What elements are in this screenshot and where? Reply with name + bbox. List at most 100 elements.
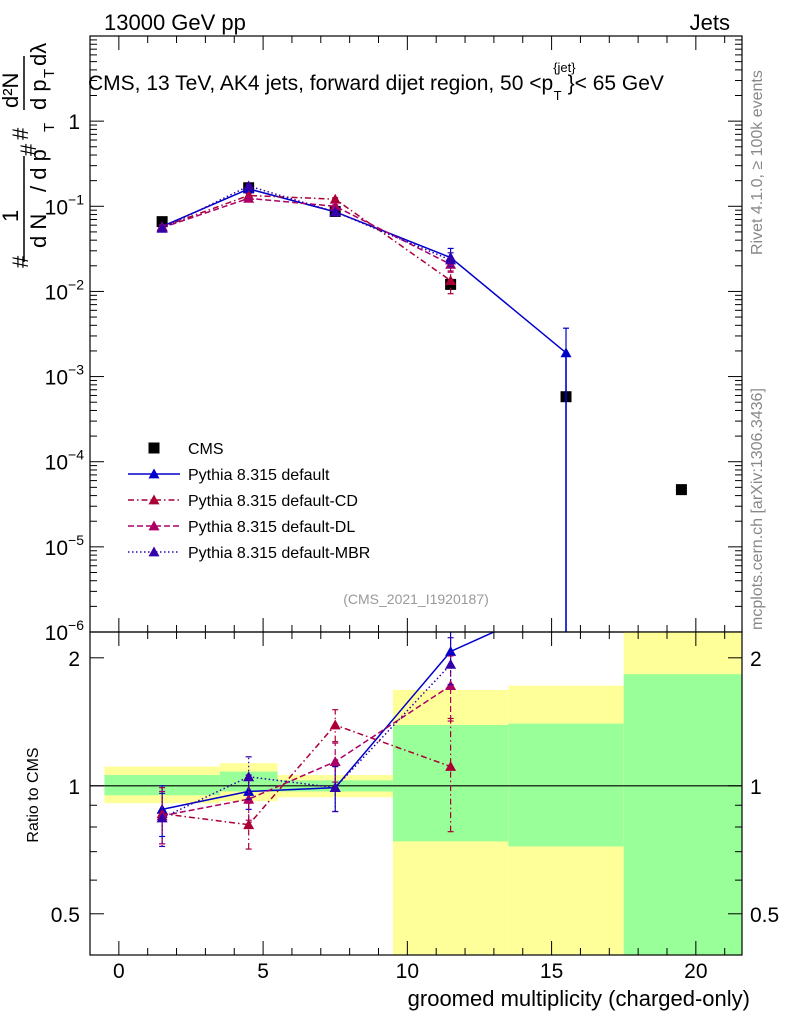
- ratio-panel: 0.5 0.51 12 20 5 10 15 20: [51, 631, 779, 983]
- legend-marker-cms: [148, 442, 160, 454]
- ratio-ytick-label-right: 2: [750, 648, 762, 671]
- ytick-exponent: −2: [68, 276, 84, 292]
- ytick-exponent: −4: [68, 447, 84, 463]
- ratio-ytick-label: 0.5: [51, 904, 80, 927]
- ratio-band-stat: [623, 674, 742, 955]
- main-point-pythia-8-315-default-mbr: [156, 222, 168, 233]
- legend-label-pythia-8-315-default-cd: Pythia 8.315 default-CD: [188, 493, 358, 510]
- legend-label-pythia-8-315-default-dl: Pythia 8.315 default-DL: [188, 519, 355, 536]
- xlabel: groomed multiplicity (charged-only): [408, 986, 750, 1011]
- main-point-pythia-8-315-default-dl: [329, 200, 341, 211]
- main-point-pythia-8-315-default-mbr: [329, 206, 341, 217]
- ratio-ytick-label-right: 1: [750, 776, 762, 799]
- ratio-point-pythia-8-315-default-cd: [445, 761, 457, 771]
- mcplots-label: mcplots.cern.ch [arXiv:1306.3436]: [749, 388, 766, 630]
- ratio-xtick-label: 0: [113, 960, 125, 983]
- ratio-point-pythia-8-315-default-mbr: [329, 782, 341, 793]
- ratio-frame: [89, 631, 743, 956]
- ylabel-T2: T: [41, 69, 58, 78]
- header-left: 13000 GeV pp: [104, 10, 246, 35]
- ylabel-dpT: d p: [26, 79, 51, 110]
- ratio-xtick-label: 20: [684, 960, 707, 983]
- ytick-mantissa: 10: [45, 452, 68, 475]
- ratio-ylabel: Ratio to CMS: [25, 747, 42, 842]
- main-series-layer: [156, 180, 687, 632]
- ratio-point-pythia-8-315-default-mbr: [156, 812, 168, 823]
- main-ytick-label: 10−4: [45, 447, 85, 475]
- ylabel-dp: / d p: [26, 149, 51, 192]
- main-ytick-label: 10−1: [45, 191, 85, 219]
- ratio-line-pythia-8-315-default-cd: [162, 724, 451, 826]
- ratio-point-pythia-8-315-default-mbr: [243, 771, 255, 782]
- main-point-pythia-8-315-default: [560, 347, 572, 358]
- ylabel-d2N: d²N: [0, 73, 23, 108]
- ytick-mantissa: 10: [45, 281, 68, 304]
- plot-title: CMS, 13 TeV, AK4 jets, forward dijet reg…: [88, 60, 664, 103]
- main-ytick-label: 10−3: [45, 362, 85, 390]
- ylabel-hash3: #: [8, 127, 33, 140]
- title-text: CMS, 13 TeV, AK4 jets, forward dijet reg…: [88, 72, 553, 95]
- ytick-mantissa: 10: [45, 537, 68, 560]
- ratio-band-stat: [104, 775, 220, 796]
- ytick-mantissa: 1: [68, 111, 80, 134]
- ratio-point-pythia-8-315-default-cd: [243, 819, 255, 830]
- main-point-cms: [675, 484, 687, 496]
- rivet-label: Rivet 4.1.0, ≥ 100k events: [749, 70, 766, 255]
- legend-label-pythia-8-315-default: Pythia 8.315 default: [188, 467, 330, 484]
- ylabel-hash1: #: [8, 255, 33, 268]
- ylabel-dlambda: dλ: [26, 43, 51, 66]
- ratio-xtick-label: 15: [540, 960, 563, 983]
- ytick-mantissa: 10: [45, 622, 68, 645]
- ylabel-one: 1: [0, 210, 23, 222]
- ratio-content: [90, 632, 742, 955]
- main-line-pythia-8-315-default-mbr: [161, 185, 451, 261]
- ratio-point-pythia-8-315-default-cd: [329, 719, 341, 730]
- legend-label-cms: CMS: [188, 441, 224, 458]
- legend-marker-pythia-8-315-default: [148, 468, 160, 479]
- main-point-pythia-8-315-default-cd: [329, 193, 341, 204]
- title-end: }< 65 GeV: [568, 72, 664, 95]
- main-point-pythia-8-315-default-mbr: [243, 180, 255, 191]
- ytick-exponent: −6: [68, 617, 84, 633]
- main-point-pythia-8-315-default-cd: [445, 275, 457, 286]
- ratio-ytick-label: 1: [68, 776, 80, 799]
- main-point-pythia-8-315-default-dl: [243, 192, 255, 203]
- ylabel-hash2: #: [16, 143, 41, 156]
- main-line-pythia-8-315-default-cd: [161, 194, 452, 282]
- main-ytick-label: 10−5: [45, 532, 85, 560]
- legend-marker-pythia-8-315-default-dl: [148, 520, 160, 531]
- main-ytick-label: 1: [68, 111, 80, 134]
- main-ytick-label: 10−2: [45, 276, 85, 304]
- ytick-exponent: −1: [68, 191, 84, 207]
- ylabel-dN: d N: [26, 214, 51, 248]
- ytick-mantissa: 10: [45, 367, 68, 390]
- main-ylabel: # 1 d N / d p T # d²N # d p T dλ: [0, 43, 58, 268]
- title-sup: {jet}: [553, 60, 576, 75]
- main-line-pythia-8-315-default: [161, 188, 567, 354]
- ratio-ytick-label-right: 0.5: [750, 904, 779, 927]
- main-line-pythia-8-315-default-dl: [161, 197, 451, 266]
- legend: CMS Pythia 8.315 default Pythia 8.315 defa…: [128, 441, 370, 562]
- ratio-ytick-label: 2: [68, 648, 80, 671]
- legend-marker-pythia-8-315-default-cd: [148, 494, 160, 505]
- main-frame: [89, 35, 743, 633]
- ratio-xtick-label: 5: [257, 960, 269, 983]
- header-right: Jets: [690, 10, 730, 35]
- ratio-band-stat: [392, 724, 509, 842]
- legend-marker-pythia-8-315-default-mbr: [148, 546, 160, 557]
- ytick-mantissa: 10: [45, 196, 68, 219]
- ytick-exponent: −5: [68, 532, 84, 548]
- legend-label-pythia-8-315-default-mbr: Pythia 8.315 default-MBR: [188, 545, 370, 562]
- main-ytick-label: 10−6: [45, 617, 85, 645]
- ratio-point-pythia-8-315-default-dl: [329, 756, 341, 767]
- main-point-pythia-8-315-default-mbr: [445, 254, 457, 265]
- ylabel-T1: T: [41, 123, 58, 132]
- ratio-line-pythia-8-315-default-dl: [161, 685, 452, 817]
- ratio-point-pythia-8-315-default: [445, 645, 457, 656]
- analysis-tag: (CMS_2021_I1920187): [343, 591, 489, 607]
- ratio-point-pythia-8-315-default-mbr: [445, 658, 457, 669]
- ratio-band-stat: [508, 723, 624, 847]
- ratio-xtick-label: 10: [396, 960, 419, 983]
